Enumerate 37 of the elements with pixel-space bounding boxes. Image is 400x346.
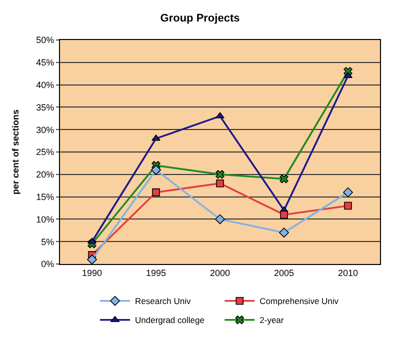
point	[280, 210, 288, 219]
point	[216, 179, 224, 188]
point	[88, 238, 96, 244]
point	[215, 214, 225, 224]
point	[216, 170, 224, 179]
point	[151, 164, 161, 175]
y-tick-label: 50%	[36, 35, 54, 46]
chart-title: Group Projects	[160, 12, 240, 25]
point	[344, 72, 352, 78]
point	[152, 134, 160, 141]
x-tick-label: 2010	[338, 268, 358, 278]
y-tick-label: 20%	[36, 170, 54, 180]
legend-label: Research Univ	[135, 296, 192, 306]
y-tick-label: 5%	[41, 236, 54, 247]
point	[344, 202, 352, 210]
legend-label: Comprehensive Univ	[260, 296, 340, 306]
x-tick-label: 1990	[82, 268, 102, 278]
legend-label: 2-year	[260, 315, 284, 326]
point	[87, 254, 97, 264]
y-tick-label: 0%	[41, 259, 54, 270]
y-tick-label: 45%	[36, 58, 54, 68]
y-tick-label: 35%	[36, 102, 54, 112]
point	[216, 112, 224, 118]
y-axis-title: per cent of sections	[10, 109, 21, 195]
y-tick-label: 25%	[36, 147, 54, 158]
y-tick-label: 15%	[36, 192, 54, 202]
point	[152, 188, 160, 196]
x-tick-label: 2005	[274, 268, 294, 278]
legend-label: Undergrad college	[135, 315, 205, 326]
y-tick-label: 10%	[36, 214, 54, 224]
x-tick-label: 2000	[210, 268, 230, 278]
y-tick-label: 30%	[36, 124, 54, 135]
point	[280, 174, 288, 184]
x-tick-label: 1995	[146, 268, 166, 278]
point	[343, 187, 353, 198]
y-tick-label: 40%	[36, 80, 54, 90]
point	[279, 228, 289, 238]
